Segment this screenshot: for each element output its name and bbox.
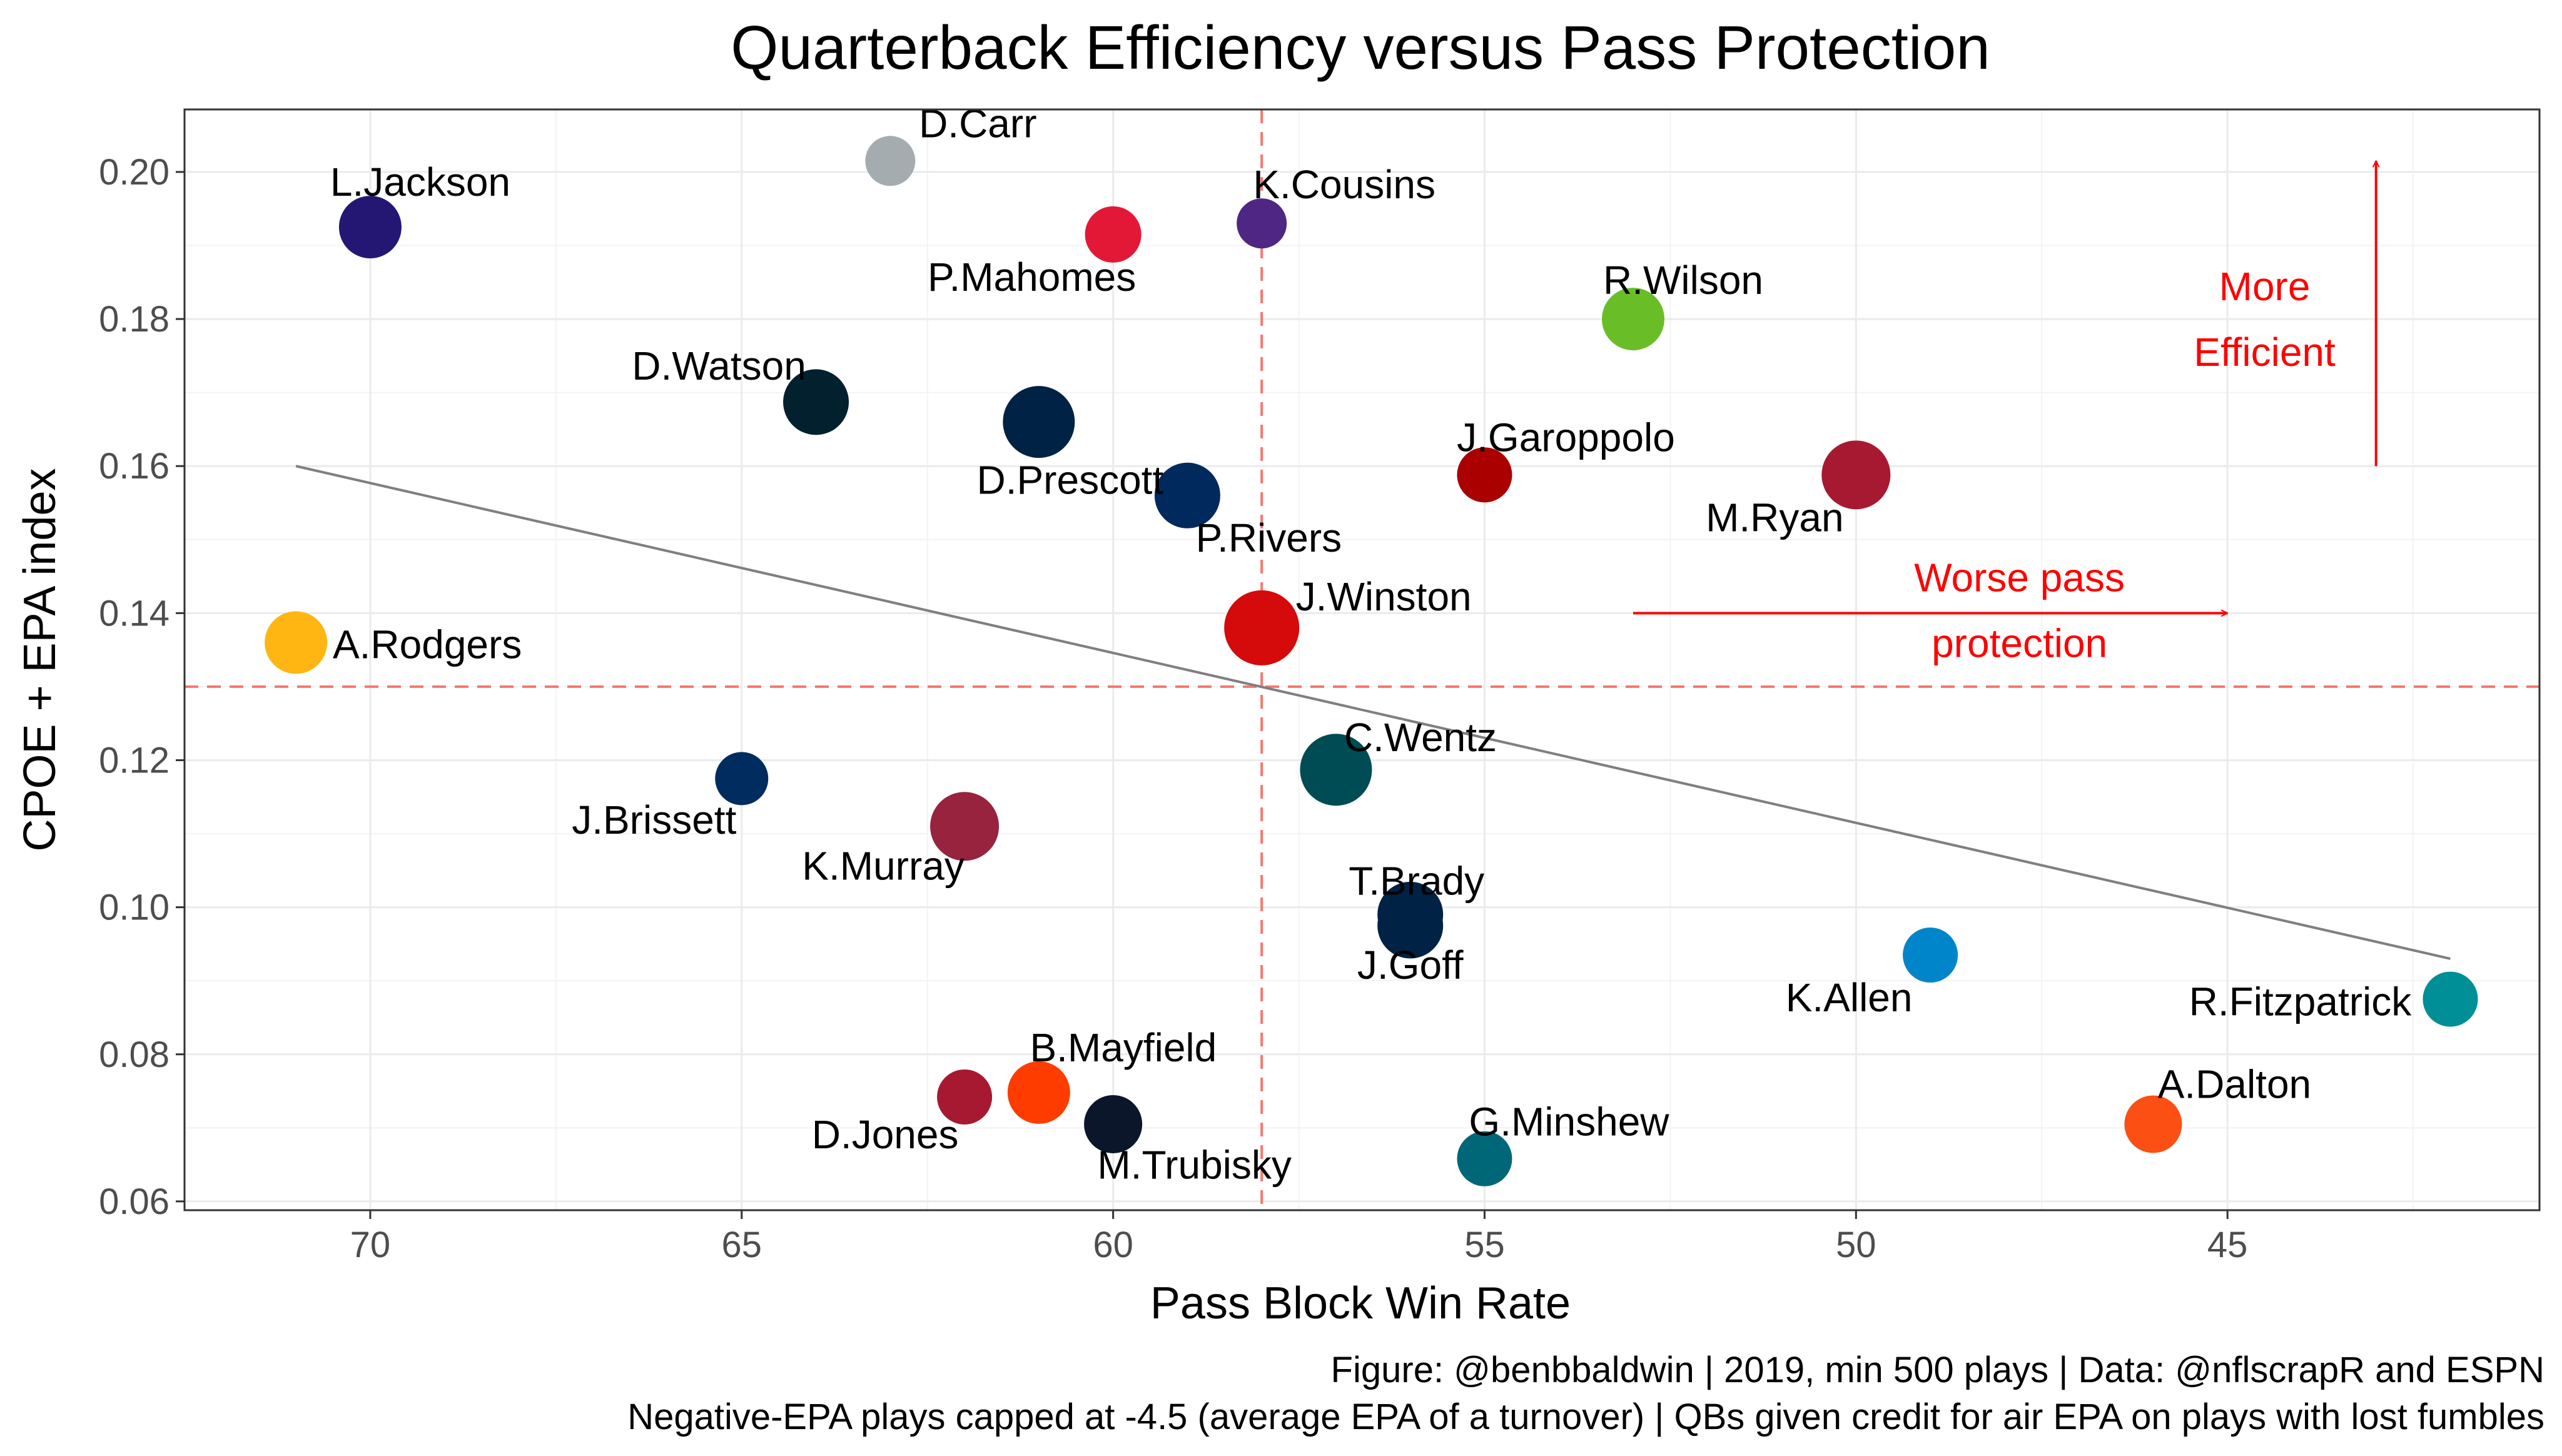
point-d-watson bbox=[783, 369, 849, 435]
y-tick-label: 0.14 bbox=[99, 593, 170, 634]
label-k-murray: K.Murray bbox=[802, 843, 965, 888]
y-tick-label: 0.12 bbox=[99, 740, 170, 781]
label-j-winston: J.Winston bbox=[1296, 574, 1472, 619]
label-d-watson: D.Watson bbox=[632, 343, 806, 388]
point-k-murray bbox=[930, 792, 1000, 861]
point-r-wilson bbox=[1602, 288, 1665, 351]
point-c-wentz bbox=[1300, 734, 1372, 806]
y-axis-title: CPOE + EPA index bbox=[15, 468, 65, 852]
label-j-garoppolo: J.Garoppolo bbox=[1457, 415, 1675, 460]
point-d-jones bbox=[937, 1069, 993, 1125]
x-tick-label: 65 bbox=[722, 1225, 762, 1265]
point-j-goff bbox=[1377, 892, 1444, 959]
point-j-winston bbox=[1224, 590, 1300, 665]
chart-title: Quarterback Efficiency versus Pass Prote… bbox=[731, 13, 1990, 82]
label-t-brady: T.Brady bbox=[1349, 858, 1484, 903]
point-p-mahomes bbox=[1085, 206, 1142, 263]
panel-background bbox=[185, 109, 2539, 1210]
point-p-rivers bbox=[1154, 462, 1220, 528]
x-tick-label: 60 bbox=[1093, 1225, 1133, 1265]
y-tick-label: 0.16 bbox=[99, 446, 170, 487]
label-j-brissett: J.Brissett bbox=[572, 797, 736, 842]
x-tick-label: 55 bbox=[1464, 1225, 1505, 1265]
plot-panel: 70 65 60 55 50 45 0.06 0.08 0.10 0.12 0.14 0.16 0.18… bbox=[99, 101, 2541, 1265]
point-l-jackson bbox=[338, 196, 402, 259]
label-a-dalton: A.Dalton bbox=[2158, 1061, 2311, 1106]
label-d-carr: D.Carr bbox=[919, 101, 1036, 146]
point-a-dalton bbox=[2124, 1095, 2182, 1153]
point-k-allen bbox=[1903, 928, 1958, 983]
x-tick-label: 50 bbox=[1836, 1225, 1876, 1265]
panel-border bbox=[183, 108, 2541, 1211]
annotation-worse-protection-line-2: protection bbox=[1932, 620, 2107, 665]
label-g-minshew: G.Minshew bbox=[1469, 1100, 1669, 1145]
x-tick-label: 70 bbox=[350, 1225, 391, 1265]
label-b-mayfield: B.Mayfield bbox=[1030, 1025, 1217, 1070]
label-p-mahomes: P.Mahomes bbox=[928, 255, 1136, 300]
point-b-mayfield bbox=[1007, 1061, 1070, 1124]
point-d-prescott bbox=[1003, 386, 1075, 458]
label-p-rivers: P.Rivers bbox=[1196, 515, 1342, 560]
y-tick-label: 0.20 bbox=[99, 152, 170, 193]
point-g-minshew bbox=[1457, 1131, 1512, 1186]
point-m-ryan bbox=[1821, 440, 1891, 510]
y-tick-label: 0.10 bbox=[99, 887, 170, 928]
label-l-jackson: L.Jackson bbox=[330, 159, 510, 205]
point-a-rodgers bbox=[265, 611, 328, 674]
label-r-fitzpatrick: R.Fitzpatrick bbox=[2189, 979, 2413, 1024]
point-d-carr bbox=[865, 136, 916, 186]
point-j-garoppolo bbox=[1457, 447, 1512, 503]
label-d-prescott: D.Prescott bbox=[976, 458, 1163, 503]
caption-line-1: Figure: @benbbaldwin | 2019, min 500 pla… bbox=[1331, 1350, 2544, 1390]
annotation-more-efficient-line-2: Efficient bbox=[2194, 330, 2336, 375]
point-r-fitzpatrick bbox=[2423, 971, 2478, 1027]
label-m-ryan: M.Ryan bbox=[1706, 495, 1844, 540]
label-a-rodgers: A.Rodgers bbox=[333, 622, 522, 667]
label-m-trubisky: M.Trubisky bbox=[1097, 1142, 1292, 1187]
x-axis-title: Pass Block Win Rate bbox=[1150, 1278, 1571, 1328]
annotation-worse-protection-line-1: Worse pass bbox=[1914, 555, 2125, 600]
caption-line-2: Negative-EPA plays capped at -4.5 (avera… bbox=[627, 1397, 2544, 1437]
label-r-wilson: R.Wilson bbox=[1603, 258, 1763, 303]
point-j-brissett bbox=[715, 752, 769, 806]
point-k-cousins bbox=[1237, 198, 1287, 249]
y-tick-label: 0.06 bbox=[99, 1181, 170, 1222]
trend-line bbox=[295, 465, 2451, 960]
label-d-jones: D.Jones bbox=[812, 1112, 959, 1157]
y-tick-label: 0.08 bbox=[99, 1034, 170, 1075]
annotation-more-efficient-line-1: More bbox=[2219, 264, 2311, 309]
y-tick-label: 0.18 bbox=[99, 299, 170, 340]
label-k-cousins: K.Cousins bbox=[1253, 162, 1435, 207]
label-c-wentz: C.Wentz bbox=[1344, 715, 1497, 760]
point-m-trubisky bbox=[1084, 1095, 1143, 1153]
x-tick-label: 45 bbox=[2207, 1225, 2248, 1265]
label-k-allen: K.Allen bbox=[1786, 975, 1913, 1020]
label-j-goff: J.Goff bbox=[1357, 943, 1464, 988]
